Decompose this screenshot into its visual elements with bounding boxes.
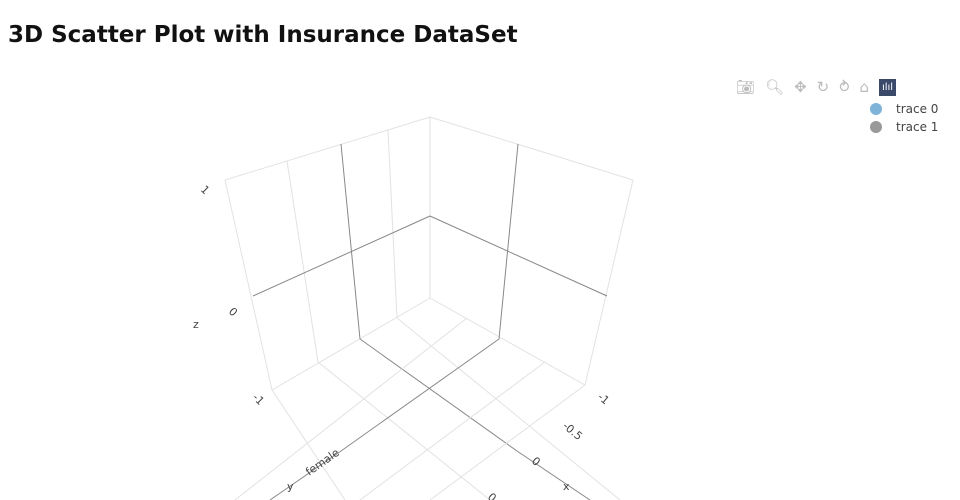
y-axis-label: y xyxy=(287,480,294,493)
x-tick: 0. xyxy=(485,490,501,500)
z-tick: 1 xyxy=(198,183,212,197)
legend-item[interactable]: trace 1 xyxy=(870,118,938,136)
zero-line xyxy=(252,215,431,297)
floor-edge xyxy=(429,297,586,386)
grid-lines xyxy=(224,116,634,500)
zero-line xyxy=(340,143,361,340)
z-tick: 0 xyxy=(226,305,240,319)
z-axis-label: z xyxy=(193,318,199,331)
y-tick: female xyxy=(303,446,342,479)
zero-line xyxy=(359,338,518,452)
z-tick: -1 xyxy=(250,391,267,408)
grid-line xyxy=(317,361,491,500)
legend-item[interactable]: trace 0 xyxy=(870,100,938,118)
grid-line xyxy=(429,384,586,500)
zero-line xyxy=(516,450,591,500)
zero-line xyxy=(429,215,608,297)
wall-edge xyxy=(224,179,273,391)
pan-icon[interactable]: ✥ xyxy=(794,78,807,96)
wall-edge xyxy=(584,179,634,386)
floor-edge xyxy=(271,297,431,391)
grid-line xyxy=(359,361,546,500)
legend-marker xyxy=(870,121,882,133)
plotly-logo-icon[interactable]: ılıl xyxy=(879,78,897,96)
grid-line xyxy=(387,129,398,319)
zero-line xyxy=(340,338,500,452)
x-tick: -1 xyxy=(595,390,612,407)
orbit-rotation-icon[interactable]: ↻ xyxy=(816,78,830,96)
grid-line xyxy=(234,317,468,500)
page-title: 3D Scatter Plot with Insurance DataSet xyxy=(8,22,518,48)
zero-line xyxy=(269,450,342,500)
grid-line xyxy=(286,160,319,363)
camera-icon[interactable]: 📷︎ xyxy=(736,78,756,96)
zero-line xyxy=(498,143,519,340)
grid-line xyxy=(271,389,346,500)
zoom-icon[interactable]: 🔍︎ xyxy=(765,78,785,96)
modebar: 📷︎ 🔍︎ ✥ ↻ ⥁ ⌂ ılıl xyxy=(736,78,897,96)
grid-line xyxy=(396,317,621,500)
wall-edge xyxy=(429,116,634,181)
legend-label: trace 1 xyxy=(896,120,939,134)
legend: trace 0 trace 1 xyxy=(870,100,938,136)
x-axis-label: x xyxy=(563,480,570,493)
reset-camera-icon[interactable]: ⌂ xyxy=(859,78,870,96)
x-tick: -0.5 xyxy=(560,419,585,443)
turntable-rotation-icon[interactable]: ⥁ xyxy=(839,78,850,96)
wall-edge xyxy=(224,116,431,181)
legend-label: trace 0 xyxy=(896,102,939,116)
legend-marker xyxy=(870,103,882,115)
